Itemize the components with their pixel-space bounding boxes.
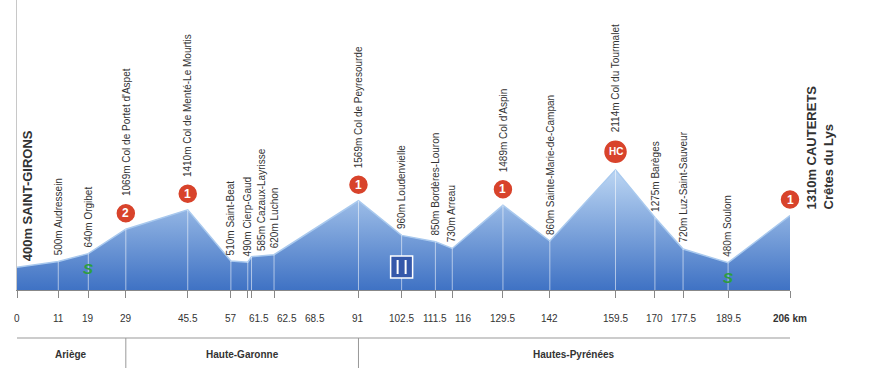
svg-text:1: 1 (787, 193, 794, 207)
svg-text:206 km: 206 km (773, 313, 807, 324)
svg-text:640m Orgibet: 640m Orgibet (83, 187, 94, 248)
svg-text:1: 1 (499, 182, 506, 196)
svg-text:129.5: 129.5 (490, 313, 515, 324)
svg-text:Haute-Garonne: Haute-Garonne (206, 349, 279, 360)
svg-text:159.5: 159.5 (603, 313, 628, 324)
svg-text:0: 0 (14, 313, 20, 324)
svg-text:585m Cazaux-Layrisse: 585m Cazaux-Layrisse (256, 148, 267, 251)
svg-text:1069m Col de Portet d'Aspet: 1069m Col de Portet d'Aspet (121, 68, 132, 196)
svg-text:91: 91 (352, 313, 364, 324)
svg-text:Hautes-Pyrénées: Hautes-Pyrénées (533, 349, 615, 360)
svg-text:170: 170 (646, 313, 663, 324)
svg-text:177.5: 177.5 (671, 313, 696, 324)
svg-text:102.5: 102.5 (389, 313, 414, 324)
svg-text:400m SAINT-GIRONS: 400m SAINT-GIRONS (20, 130, 35, 261)
svg-text:490m Cierp-Gaud: 490m Cierp-Gaud (242, 177, 253, 256)
svg-text:61.5: 61.5 (249, 313, 269, 324)
svg-text:1489m Col d'Aspin: 1489m Col d'Aspin (498, 89, 509, 173)
svg-text:11: 11 (53, 313, 64, 324)
svg-text:1275m Barèges: 1275m Barèges (650, 141, 661, 212)
svg-text:1569m Col de Peyresourde: 1569m Col de Peyresourde (353, 46, 364, 168)
svg-text:1: 1 (355, 178, 362, 192)
svg-text:116: 116 (455, 313, 471, 324)
svg-text:480m Soulom: 480m Soulom (722, 195, 733, 257)
svg-text:720m Luz-Saint-Sauveur: 720m Luz-Saint-Sauveur (678, 131, 689, 242)
svg-text:111.5: 111.5 (423, 313, 447, 324)
svg-text:19: 19 (82, 313, 94, 324)
svg-text:45.5: 45.5 (178, 313, 198, 324)
svg-text:860m Sainte-Marie-de-Campan: 860m Sainte-Marie-de-Campan (545, 95, 556, 235)
svg-text:960m Loudenvielle: 960m Loudenvielle (396, 145, 407, 229)
svg-text:500m Audressein: 500m Audressein (53, 178, 64, 255)
svg-text:510m Saint-Beat: 510m Saint-Beat (225, 181, 236, 256)
svg-text:68.5: 68.5 (305, 313, 325, 324)
svg-text:62.5: 62.5 (277, 313, 297, 324)
svg-text:1: 1 (184, 187, 191, 201)
svg-text:730m Arreau: 730m Arreau (446, 185, 457, 242)
svg-text:Ariège: Ariège (55, 349, 87, 360)
svg-text:2114m Col du Tourmalet: 2114m Col du Tourmalet (610, 24, 621, 132)
svg-text:850m Bordères-Louron: 850m Bordères-Louron (430, 133, 441, 236)
svg-text:HC: HC (609, 146, 623, 157)
svg-text:S: S (723, 269, 733, 286)
svg-text:29: 29 (120, 313, 132, 324)
svg-text:620m Luchon: 620m Luchon (269, 188, 280, 249)
svg-text:57: 57 (225, 313, 237, 324)
svg-text:1410m Col de Menté-Le Mourtis: 1410m Col de Menté-Le Mourtis (182, 34, 193, 177)
svg-text:S: S (83, 260, 93, 277)
svg-text:142: 142 (541, 313, 558, 324)
svg-text:189.5: 189.5 (716, 313, 741, 324)
svg-text:2: 2 (122, 206, 129, 220)
svg-text:1310m CAUTERETSCrêtes du Lys: 1310m CAUTERETSCrêtes du Lys (804, 86, 836, 210)
